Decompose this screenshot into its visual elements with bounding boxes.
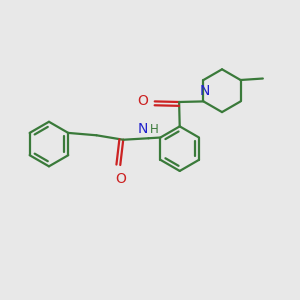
Text: H: H	[150, 123, 159, 136]
Text: N: N	[200, 84, 210, 98]
Text: N: N	[137, 122, 148, 136]
Text: O: O	[137, 94, 148, 108]
Text: O: O	[115, 172, 126, 185]
